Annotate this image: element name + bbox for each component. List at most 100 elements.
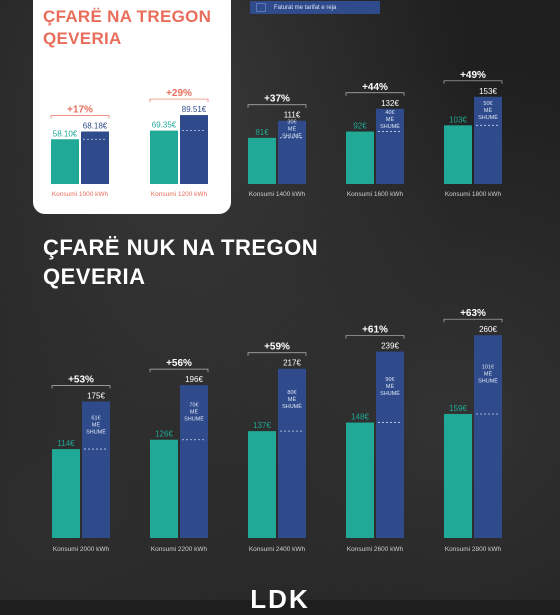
bar-old <box>248 137 276 184</box>
difference-label: 70€ <box>189 402 198 408</box>
bar-old <box>248 431 276 538</box>
value-label-new: 196€ <box>185 375 203 384</box>
difference-label: MË <box>288 125 297 132</box>
increase-bracket <box>51 385 111 389</box>
difference-label: MË <box>92 421 101 428</box>
bar-old <box>150 130 178 184</box>
increase-bracket <box>345 335 405 339</box>
increase-label: +17% <box>67 105 93 116</box>
increase-label: +44% <box>362 82 388 93</box>
big-title: ÇFARË NUK NA TREGON QEVERIA <box>43 235 319 289</box>
difference-label: MË <box>484 371 493 378</box>
value-label-new: 89.51€ <box>182 105 207 114</box>
increase-bracket <box>149 368 209 373</box>
ldk-logo: LDK <box>250 584 310 614</box>
difference-label: SHUMË <box>184 415 204 422</box>
increase-bracket <box>247 352 307 356</box>
category-label: Konsumi 2200 kWh <box>151 546 208 553</box>
increase-label: +53% <box>68 375 94 386</box>
increase-bracket <box>443 318 503 323</box>
value-label-old: 81€ <box>255 128 269 137</box>
value-label-new: 153€ <box>479 87 497 96</box>
value-label-new: 132€ <box>381 99 399 108</box>
increase-bracket <box>443 80 503 84</box>
value-label-old: 114€ <box>57 439 75 448</box>
bar-old <box>444 413 472 538</box>
difference-label: SHUMË <box>478 114 498 121</box>
bar-new <box>180 115 208 184</box>
difference-label: MË <box>386 116 395 123</box>
value-label-old: 69.35€ <box>152 121 177 130</box>
difference-label: SHUMË <box>380 390 400 397</box>
value-label-new: 239€ <box>381 342 399 351</box>
value-label-new: 217€ <box>283 359 301 368</box>
bar-old <box>444 125 472 184</box>
difference-label: SHUMË <box>478 378 498 385</box>
bar-new <box>278 120 306 184</box>
difference-label: MË <box>386 383 395 390</box>
value-label-old: 58.10€ <box>53 129 78 138</box>
value-label-new: 260€ <box>479 325 497 334</box>
difference-label: MË <box>484 107 493 114</box>
value-label-new: 68.18€ <box>83 122 108 131</box>
increase-bracket <box>247 104 307 108</box>
bar-old <box>346 131 374 184</box>
category-label: Konsumi 1800 kWh <box>445 191 502 198</box>
value-label-old: 92€ <box>353 122 367 131</box>
difference-label: SHUMË <box>380 123 400 130</box>
bar-new <box>278 368 306 538</box>
bar-new <box>474 96 502 184</box>
category-label: Konsumi 2000 kWh <box>53 546 110 553</box>
category-label: Konsumi 1200 kWh <box>151 191 208 198</box>
difference-label: 90€ <box>385 377 394 383</box>
legend: Faturat me tarifat e reja <box>250 1 380 14</box>
increase-label: +37% <box>264 94 290 105</box>
difference-label: SHUMË <box>282 132 302 139</box>
bar-new <box>180 385 208 538</box>
bar-new <box>376 351 404 538</box>
card-title: ÇFARË NA TREGON QEVERIA <box>43 7 212 48</box>
value-label-old: 126€ <box>155 430 173 439</box>
increase-bracket <box>50 115 110 119</box>
increase-label: +59% <box>264 342 290 353</box>
bar-old <box>52 449 80 538</box>
difference-label: 101€ <box>482 365 494 371</box>
category-label: Konsumi 2600 kWh <box>347 546 404 553</box>
bar-new <box>474 335 502 538</box>
increase-label: +61% <box>362 325 388 336</box>
difference-label: SHUMË <box>86 428 106 435</box>
difference-label: SHUMË <box>282 403 302 410</box>
difference-label: 80€ <box>287 390 296 396</box>
category-label: Konsumi 1600 kWh <box>347 191 404 198</box>
difference-label: MË <box>288 396 297 403</box>
bar-charts: 58.10€ 68.18€ +17% Konsumi 1000 kWh 69.35€ 89… <box>50 70 503 553</box>
difference-label: 30€ <box>287 119 296 125</box>
value-label-old: 137€ <box>253 421 271 430</box>
bar-new <box>81 131 109 184</box>
value-label-new: 111€ <box>284 111 301 120</box>
value-label-old: 103€ <box>449 115 467 124</box>
increase-label: +56% <box>166 358 192 369</box>
category-label: Konsumi 2400 kWh <box>249 546 306 553</box>
increase-bracket <box>149 98 209 103</box>
category-label: Konsumi 1400 kWh <box>249 191 306 198</box>
bar-old <box>150 439 178 538</box>
legend-swatch <box>256 3 266 12</box>
bar-old <box>346 422 374 538</box>
category-label: Konsumi 2800 kWh <box>445 546 502 553</box>
difference-label: 61€ <box>91 415 100 421</box>
legend-label: Faturat me tarifat e reja <box>274 4 337 11</box>
bar-new <box>376 108 404 184</box>
category-label: Konsumi 1000 kWh <box>52 191 109 198</box>
bar-new <box>82 401 110 538</box>
value-label-new: 175€ <box>87 392 105 401</box>
difference-label: 40€ <box>385 110 394 116</box>
bar-old <box>51 139 79 184</box>
difference-label: MË <box>190 408 199 415</box>
value-label-old: 148€ <box>351 413 369 422</box>
increase-label: +63% <box>460 308 486 319</box>
difference-label: 50€ <box>483 101 492 107</box>
value-label-old: 159€ <box>449 404 467 413</box>
increase-label: +29% <box>166 88 192 99</box>
increase-bracket <box>345 92 405 96</box>
